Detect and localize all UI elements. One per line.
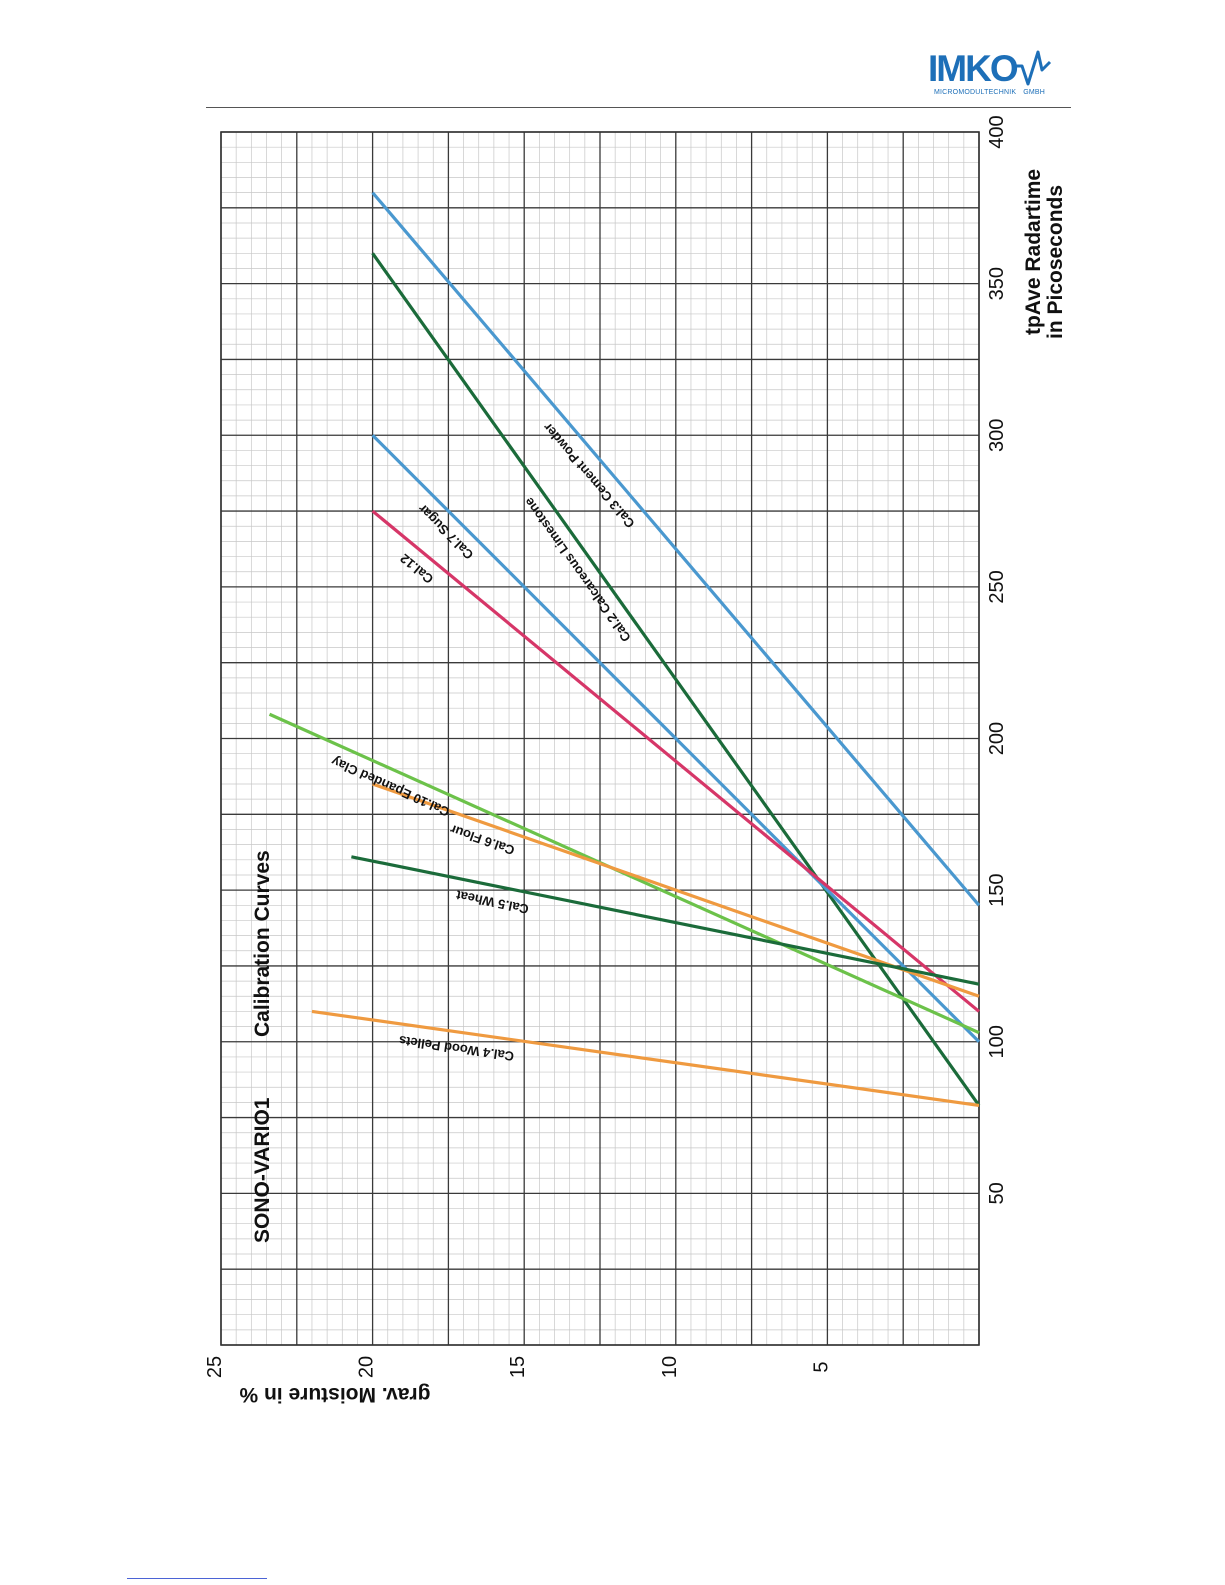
y-axis-label-line1: tpAve Radartime [1022, 169, 1045, 335]
series-layer [268, 191, 981, 1108]
footer-divider [127, 1578, 267, 1579]
logo-name: IMKO [928, 48, 1019, 89]
chart-title: SONO-VARIO1 [251, 1097, 274, 1243]
x-tick-label: 5 [810, 1361, 832, 1372]
series-line-6 [372, 782, 980, 998]
y-tick-label: 50 [986, 1182, 1008, 1204]
x-tick-label: 20 [356, 1356, 378, 1378]
chart-subtitle: Calibration Curves [251, 850, 274, 1037]
series-line-4 [371, 509, 981, 1013]
y-tick-label: 400 [986, 115, 1008, 148]
logo-subtitle: MICROMODULTECHNIK GMBH [934, 89, 1045, 96]
x-tick-label: 15 [507, 1356, 529, 1378]
y-tick-label: 150 [986, 873, 1008, 906]
series-line-7 [351, 855, 980, 986]
y-tick-label: 300 [986, 419, 1008, 452]
grid-major [220, 131, 980, 1346]
y-tick-label: 200 [986, 722, 1008, 755]
series-line-1 [371, 191, 981, 907]
y-tick-label: 250 [986, 570, 1008, 603]
x-tick-label: 25 [204, 1356, 226, 1378]
series-line-3 [371, 434, 981, 1043]
y-axis-label-line2: in Picoseconds [1044, 185, 1067, 339]
y-tick-label: 350 [986, 267, 1008, 300]
series-label-6: Cal.6 Flour [448, 822, 516, 858]
header-divider [206, 107, 1071, 108]
y-tick-label: 100 [986, 1025, 1008, 1058]
logo-wave-icon [1016, 50, 1052, 86]
logo-subtitle-suffix: GMBH [1023, 89, 1046, 96]
x-axis-label: grav. Moisture in % [239, 1383, 430, 1406]
plot-frame [220, 131, 980, 1346]
series-line-8 [311, 1009, 980, 1108]
logo-subtitle-text: MICROMODULTECHNIK [934, 89, 1017, 96]
x-tick-label: 10 [659, 1356, 681, 1378]
imko-logo: IMKO MICROMODULTECHNIK GMBH [928, 46, 1063, 104]
